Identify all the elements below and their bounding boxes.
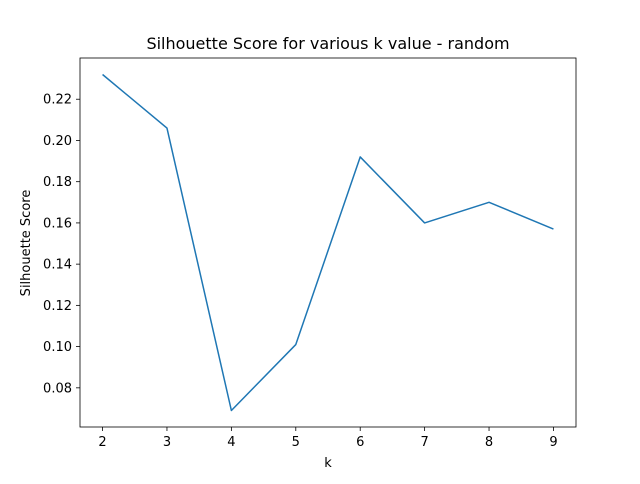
y-axis-ticks: 0.08 0.10 0.12 0.14 0.16 0.18 0.20 0.22 bbox=[43, 93, 80, 396]
x-tick-label: 5 bbox=[292, 435, 300, 450]
x-tick-label: 7 bbox=[420, 435, 428, 450]
x-tick-label: 3 bbox=[163, 435, 171, 450]
y-tick-label: 0.12 bbox=[43, 299, 72, 314]
x-tick-label: 6 bbox=[356, 435, 364, 450]
y-tick-label: 0.22 bbox=[43, 93, 72, 108]
x-tick-label: 4 bbox=[227, 435, 235, 450]
x-axis-label: k bbox=[324, 456, 332, 471]
y-tick-label: 0.16 bbox=[43, 216, 72, 231]
y-tick-label: 0.20 bbox=[43, 134, 72, 149]
y-tick-label: 0.18 bbox=[43, 175, 72, 190]
series-line bbox=[102, 73, 554, 412]
x-axis-ticks: 2 3 4 5 6 7 8 9 bbox=[98, 427, 558, 450]
y-tick-label: 0.14 bbox=[43, 258, 72, 273]
plot-area-frame bbox=[79, 57, 577, 428]
x-tick-label: 2 bbox=[98, 435, 106, 450]
x-tick-label: 8 bbox=[485, 435, 493, 450]
y-tick-label: 0.08 bbox=[43, 381, 72, 396]
x-tick-label: 9 bbox=[549, 435, 557, 450]
y-tick-label: 0.10 bbox=[43, 340, 72, 355]
y-axis-label: Silhouette Score bbox=[19, 190, 34, 297]
chart-title: Silhouette Score for various k value - r… bbox=[146, 34, 509, 53]
